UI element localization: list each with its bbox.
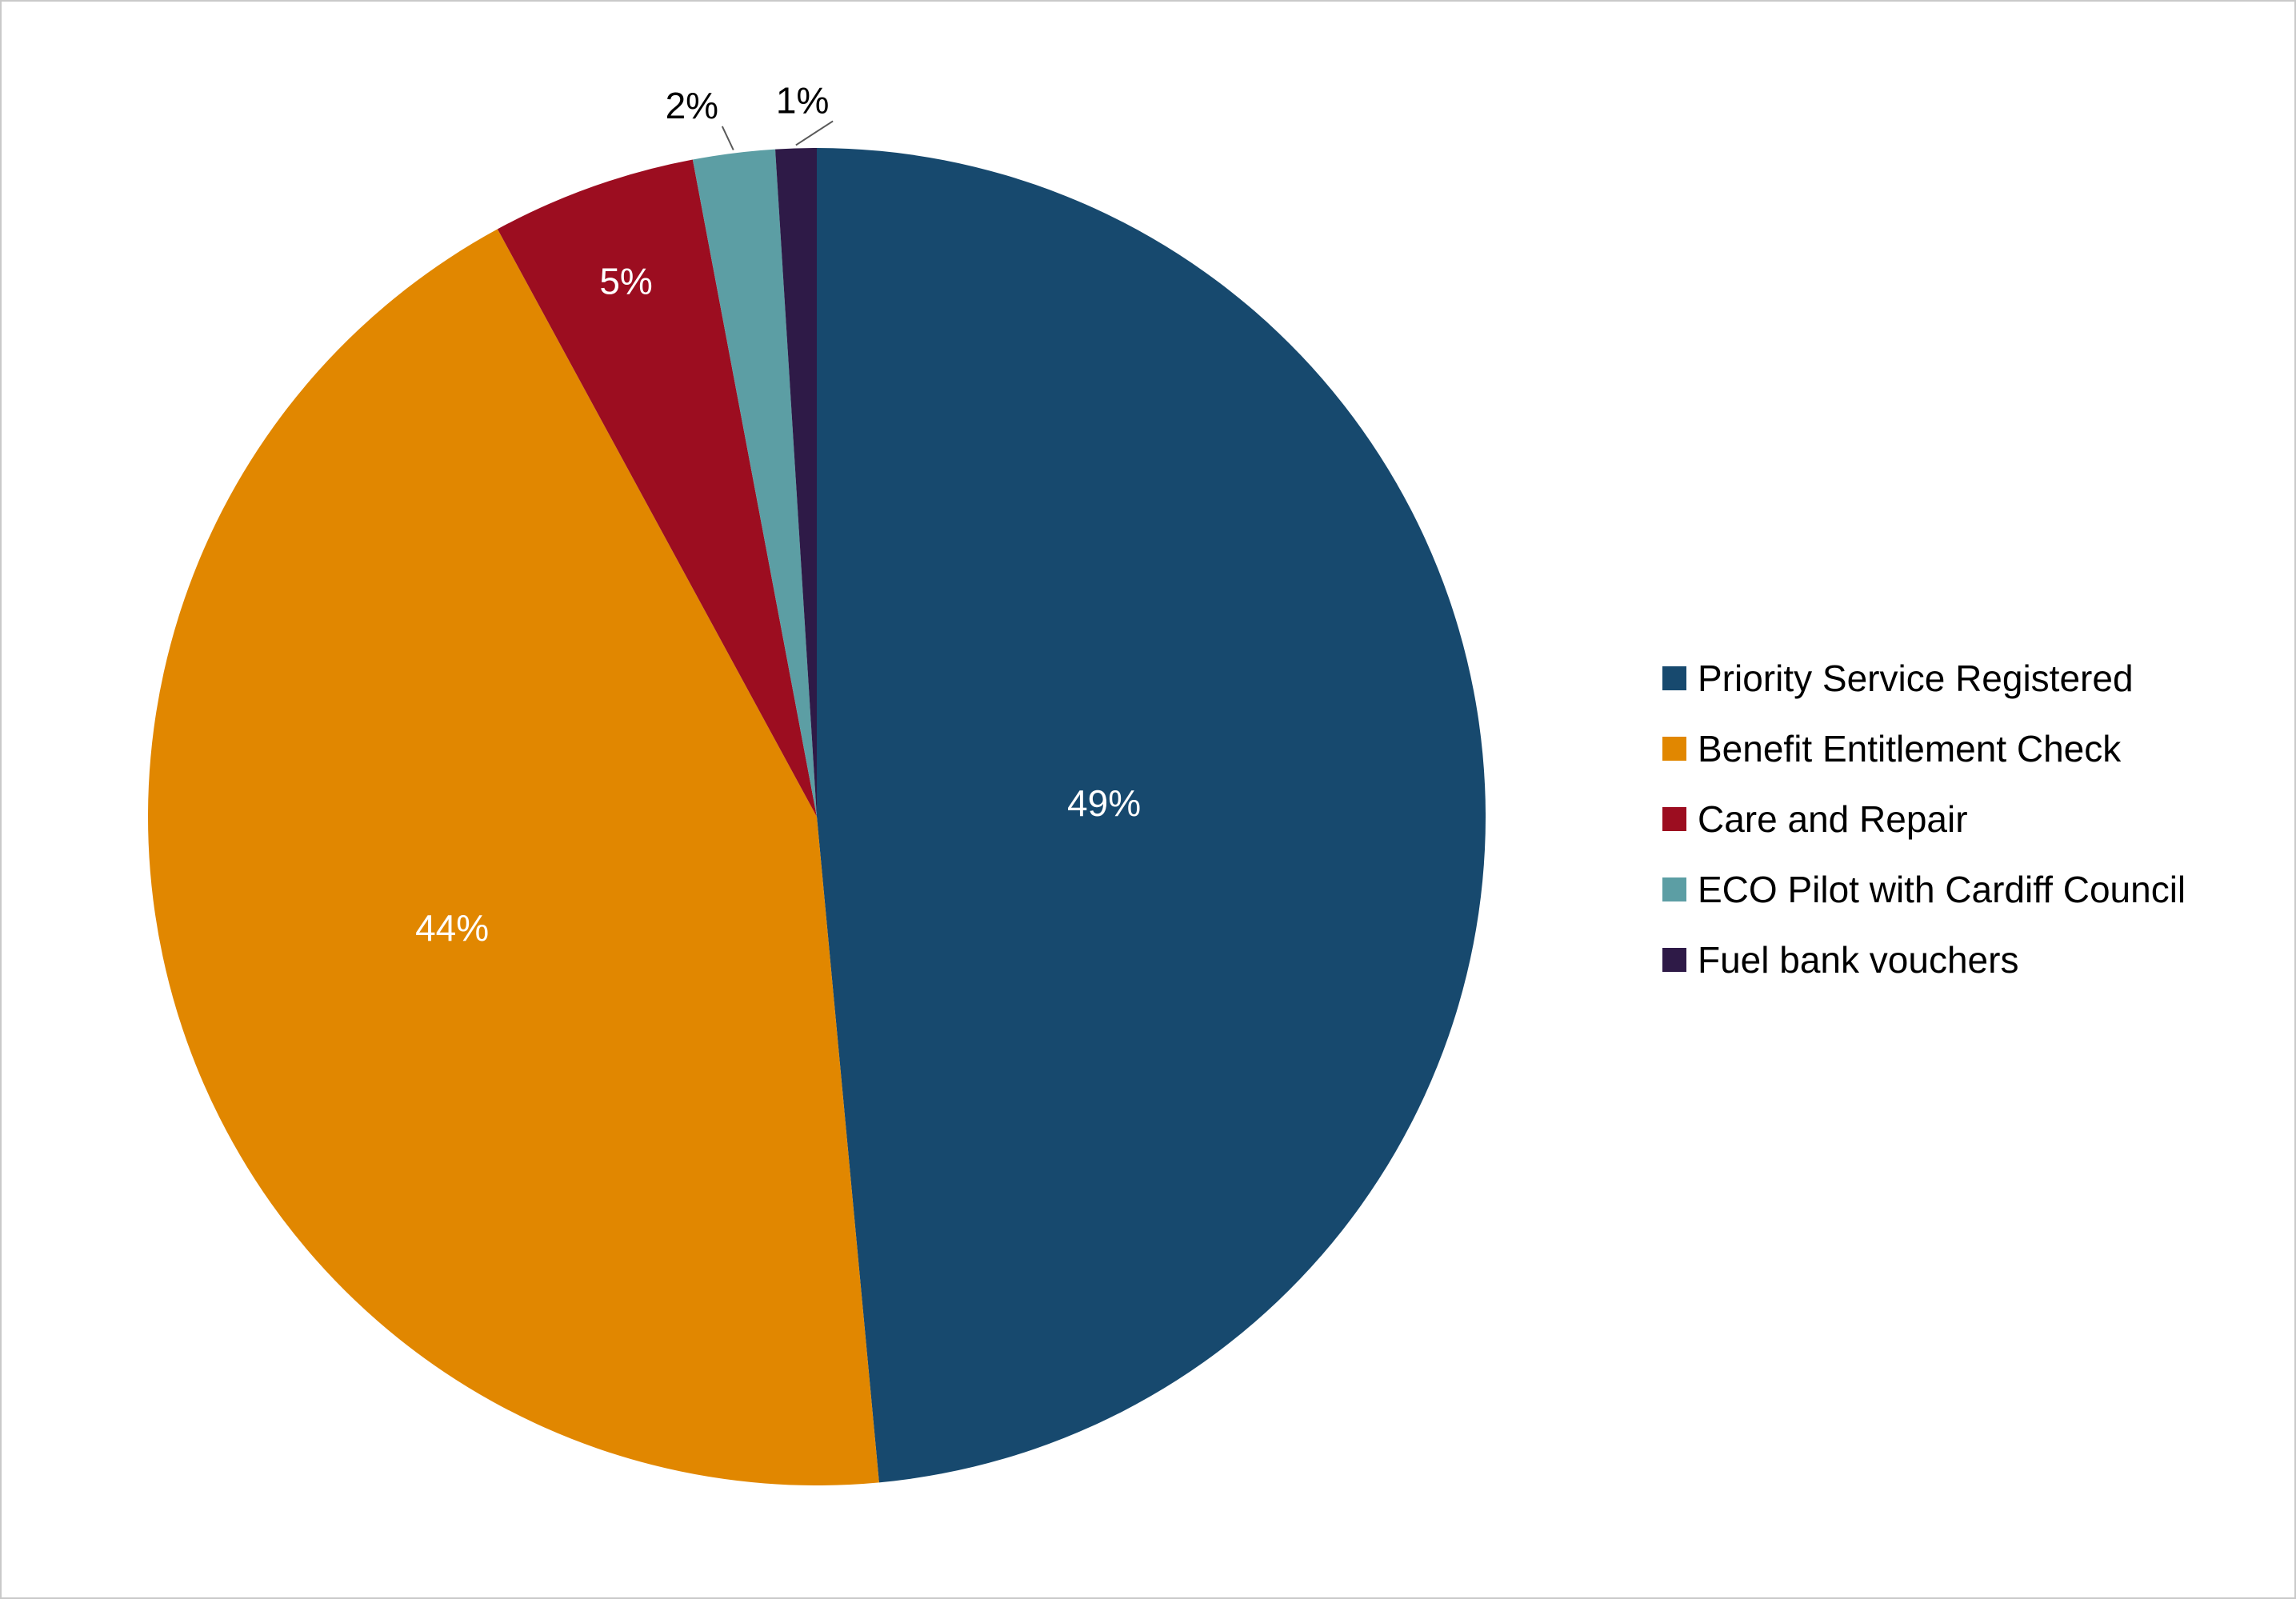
pie-slice-3 xyxy=(692,149,817,817)
legend-item-fuel-bank-vouchers: Fuel bank vouchers xyxy=(1662,925,2186,995)
legend-swatch-eco-pilot-with-cardiff-council xyxy=(1662,877,1686,901)
legend-swatch-benefit-entitlement-check xyxy=(1662,737,1686,761)
chart-legend: Priority Service Registered Benefit Enti… xyxy=(1662,643,2186,995)
slice-label-4: 1% xyxy=(776,79,829,121)
legend-label: Fuel bank vouchers xyxy=(1698,939,2019,981)
leader-line-3 xyxy=(721,126,734,150)
legend-item-care-and-repair: Care and Repair xyxy=(1662,784,2186,854)
legend-item-eco-pilot-with-cardiff-council: ECO Pilot with Cardiff Council xyxy=(1662,854,2186,925)
legend-label: Priority Service Registered xyxy=(1698,658,2134,699)
legend-label: ECO Pilot with Cardiff Council xyxy=(1698,869,2186,910)
pie-slice-4 xyxy=(775,148,817,817)
slice-label-0: 49% xyxy=(1067,782,1141,824)
slice-label-2: 5% xyxy=(599,261,652,302)
legend-swatch-fuel-bank-vouchers xyxy=(1662,948,1686,972)
pie-slice-1 xyxy=(148,229,879,1486)
legend-item-benefit-entitlement-check: Benefit Entitlement Check xyxy=(1662,714,2186,784)
slice-label-3: 2% xyxy=(666,85,718,126)
pie-slice-0 xyxy=(817,148,1486,1483)
pie-slice-2 xyxy=(497,159,817,817)
legend-swatch-priority-service-registered xyxy=(1662,666,1686,690)
legend-swatch-care-and-repair xyxy=(1662,807,1686,831)
slice-label-1: 44% xyxy=(415,907,489,949)
legend-label: Care and Repair xyxy=(1698,798,1968,840)
leader-line-4 xyxy=(795,120,834,146)
legend-label: Benefit Entitlement Check xyxy=(1698,728,2122,770)
legend-item-priority-service-registered: Priority Service Registered xyxy=(1662,643,2186,714)
